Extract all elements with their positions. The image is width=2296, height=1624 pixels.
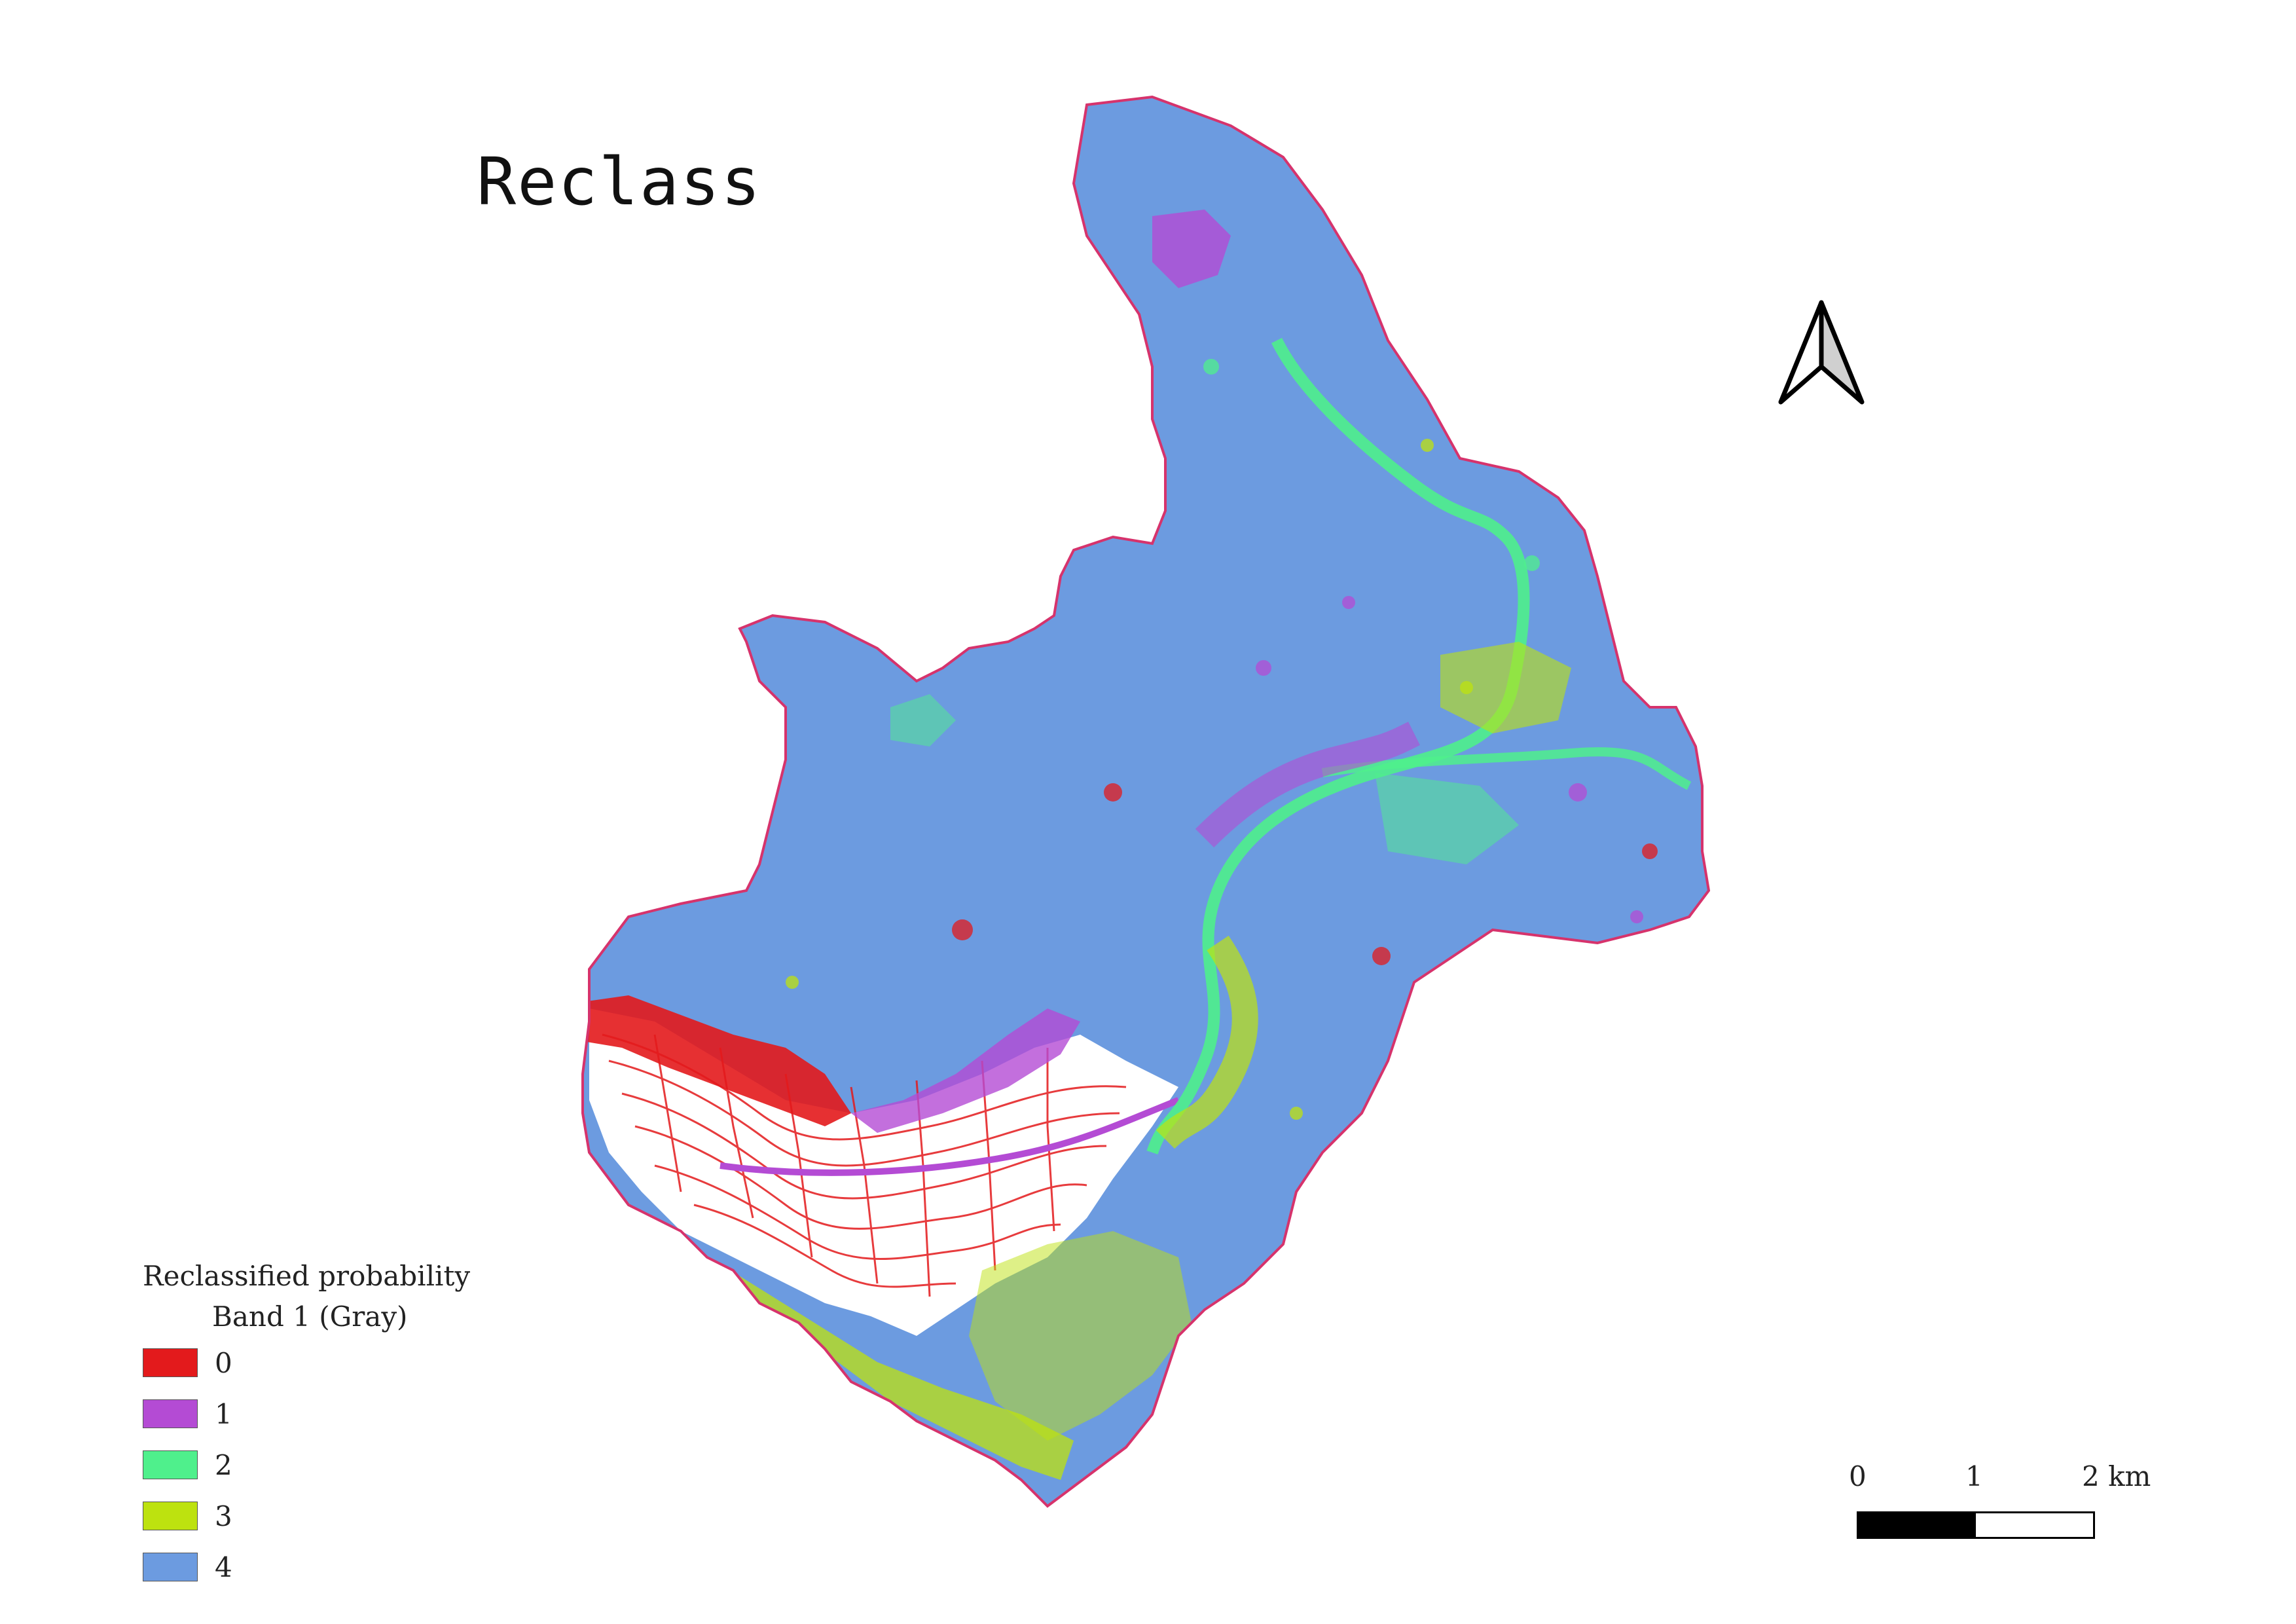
east-patch-yellow: [1440, 642, 1571, 733]
legend-item-2: 2: [143, 1439, 470, 1490]
scale-bar-graphic: [1857, 1511, 2095, 1539]
legend-item-4: 4: [143, 1541, 470, 1593]
south-slope-yellow: [969, 1231, 1192, 1441]
river-corridor-magenta: [1195, 722, 1420, 848]
legend-label-1: 1: [215, 1397, 232, 1430]
legend-swatch-0: [143, 1348, 198, 1377]
main-river-green: [1146, 337, 1530, 1154]
east-patch-green: [1375, 773, 1519, 864]
legend-item-3: 3: [143, 1490, 470, 1541]
legend-label-4: 4: [215, 1551, 232, 1583]
legend-swatch-2: [143, 1450, 198, 1479]
tributary-green: [1321, 747, 1692, 790]
stream-purple: [720, 1097, 1180, 1176]
scale-label-0: 0: [1849, 1460, 1867, 1492]
scale-label-2: 2 km: [2082, 1460, 2151, 1492]
legend-swatch-1: [143, 1399, 198, 1428]
legend-swatch-4: [143, 1553, 198, 1581]
legend-item-1: 1: [143, 1388, 470, 1439]
west-patch-green: [890, 694, 956, 747]
scale-segment-white: [1976, 1513, 2093, 1537]
legend-item-0: 0: [143, 1337, 470, 1388]
legend-title: Reclassified probability: [143, 1260, 471, 1292]
scale-label-1: 1: [1965, 1460, 1983, 1492]
north-patch-red: [1152, 210, 1231, 288]
map-title: Reclass: [477, 143, 762, 220]
legend-subtitle: Band 1 (Gray): [212, 1301, 408, 1333]
river-corridor-yellow: [1156, 935, 1258, 1149]
scale-bar: 0 1 2 km: [1833, 1460, 2151, 1539]
scale-segment-black: [1859, 1513, 1976, 1537]
legend-label-2: 2: [215, 1449, 232, 1481]
legend-label-3: 3: [215, 1500, 232, 1532]
north-arrow-icon: [1778, 300, 1865, 405]
legend-items: 0 1 2 3 4: [143, 1337, 470, 1593]
map-legend: Reclassified probability Band 1 (Gray) 0…: [143, 1256, 470, 1593]
class1-ridge-band: [851, 1008, 1080, 1133]
class0-dense-ridge: [583, 995, 851, 1126]
class-patches: [583, 210, 1692, 1480]
legend-label-0: 0: [215, 1346, 232, 1379]
legend-swatch-3: [143, 1502, 198, 1530]
south-ridge-green: [589, 1179, 1074, 1480]
